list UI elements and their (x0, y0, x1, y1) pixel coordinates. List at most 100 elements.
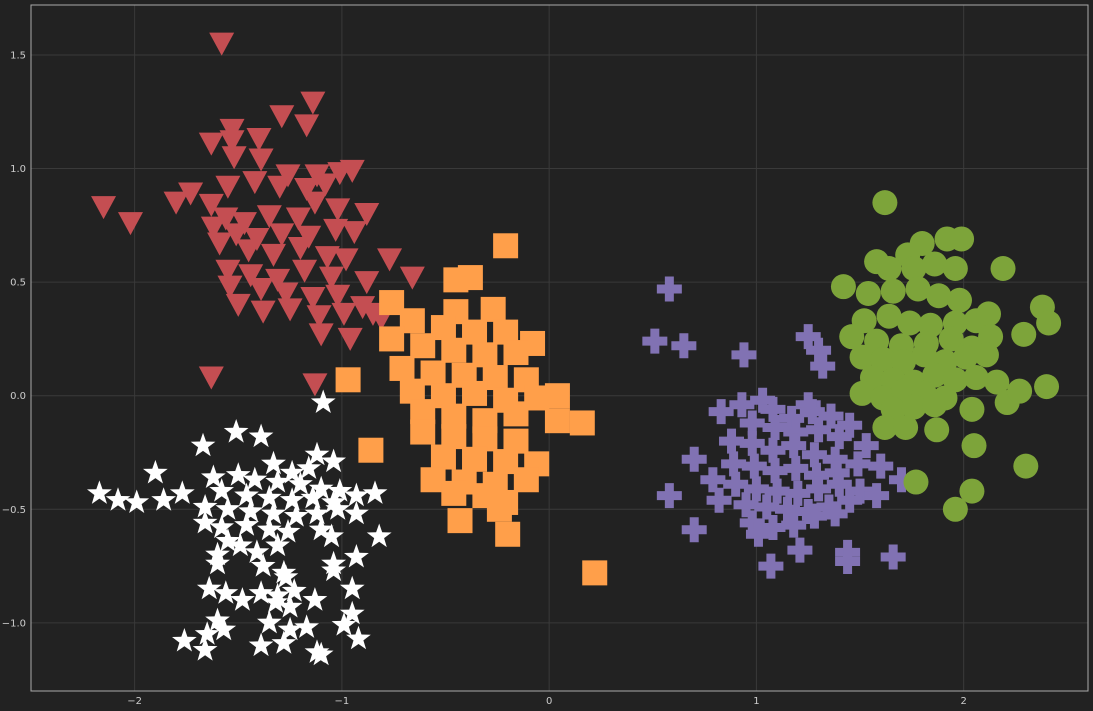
plus-point (785, 480, 811, 506)
plus-point (781, 512, 807, 538)
plus-point (799, 399, 825, 425)
star-point (321, 489, 346, 513)
star-point (300, 484, 326, 509)
square-point (447, 508, 473, 534)
square-point (335, 367, 361, 393)
circle-point (893, 415, 919, 441)
square-point (582, 560, 608, 586)
triangle-point (248, 148, 274, 172)
star-point (192, 509, 218, 534)
square-point (544, 408, 570, 434)
y-tick-label: −1.0 (2, 618, 26, 629)
star-point (344, 482, 369, 507)
plus-point (723, 471, 749, 497)
star-point (172, 628, 197, 652)
triangle-point (331, 302, 357, 326)
grid (31, 5, 1088, 691)
triangle-point (306, 305, 332, 329)
triangle-point (319, 266, 345, 290)
star-point (308, 516, 334, 541)
circle-point (942, 367, 968, 393)
plus-point (781, 433, 807, 459)
star-point (344, 500, 369, 525)
square-point (495, 521, 521, 547)
square-point (462, 446, 488, 472)
star-point (234, 482, 259, 507)
star-point (265, 582, 290, 607)
triangle-point (269, 105, 295, 129)
triangle-point (312, 173, 338, 197)
triangle-point (248, 277, 274, 301)
triangle-point (215, 259, 241, 283)
plus-point (706, 487, 732, 513)
plus-point (721, 451, 747, 477)
star-point (211, 616, 237, 641)
star-point (205, 607, 230, 632)
plus-point (787, 537, 813, 563)
star-point (194, 621, 220, 645)
plus-point (806, 417, 832, 443)
plus-point (774, 496, 800, 522)
triangle-point (294, 177, 320, 201)
triangle-point (236, 239, 262, 263)
circle-point (897, 310, 923, 336)
circle-point (901, 394, 927, 420)
plus-point (739, 410, 765, 436)
star-point (319, 523, 344, 548)
circle-point (963, 365, 989, 391)
x-tick-label: 1 (753, 696, 759, 707)
circle-point (905, 276, 931, 302)
circle-point (961, 433, 987, 459)
plus-point (700, 467, 726, 493)
circle-point (855, 280, 881, 306)
plus-point (745, 521, 771, 547)
plus-point (837, 487, 863, 513)
circle-point (990, 255, 1016, 281)
triangle-point (339, 159, 365, 183)
star-point (308, 475, 334, 500)
y-tick-label: 0.5 (10, 278, 26, 289)
star-point (296, 455, 322, 479)
plus-point (762, 458, 788, 484)
star-point (265, 469, 290, 493)
star-point (87, 480, 112, 504)
plus-point (719, 428, 745, 454)
circle-point (924, 417, 950, 443)
triangle-point (242, 171, 268, 195)
triangle-point (221, 146, 247, 170)
circle-point (909, 231, 935, 257)
triangle-point (350, 296, 376, 320)
star-point (225, 462, 251, 486)
circle-point (903, 469, 929, 495)
circle-point (976, 301, 1002, 327)
triangle-point (256, 205, 282, 229)
square-point (493, 233, 519, 259)
triangle-point (337, 327, 363, 351)
circle-point (959, 478, 985, 504)
plus-point (729, 392, 755, 418)
circle-point (830, 274, 856, 300)
circle-point (1011, 321, 1037, 347)
triangle-point (207, 232, 233, 256)
circle-point (891, 349, 917, 375)
star-point (196, 575, 222, 600)
square-point (389, 355, 415, 381)
circle-point (942, 255, 968, 281)
star-point (201, 464, 226, 488)
circle-point (849, 344, 875, 370)
plus-point (758, 553, 784, 579)
star-point (279, 487, 305, 511)
circle-point (922, 251, 948, 277)
star-point (304, 500, 330, 525)
star-point (302, 587, 328, 611)
plus-point (783, 455, 809, 481)
circle-point (949, 226, 975, 252)
plus-point (853, 433, 879, 459)
plus-point (801, 503, 827, 529)
triangle-point (267, 175, 293, 199)
triangle-point (300, 91, 326, 115)
plus-point (803, 462, 829, 488)
plus-point (760, 437, 786, 463)
plus-point (656, 276, 682, 302)
